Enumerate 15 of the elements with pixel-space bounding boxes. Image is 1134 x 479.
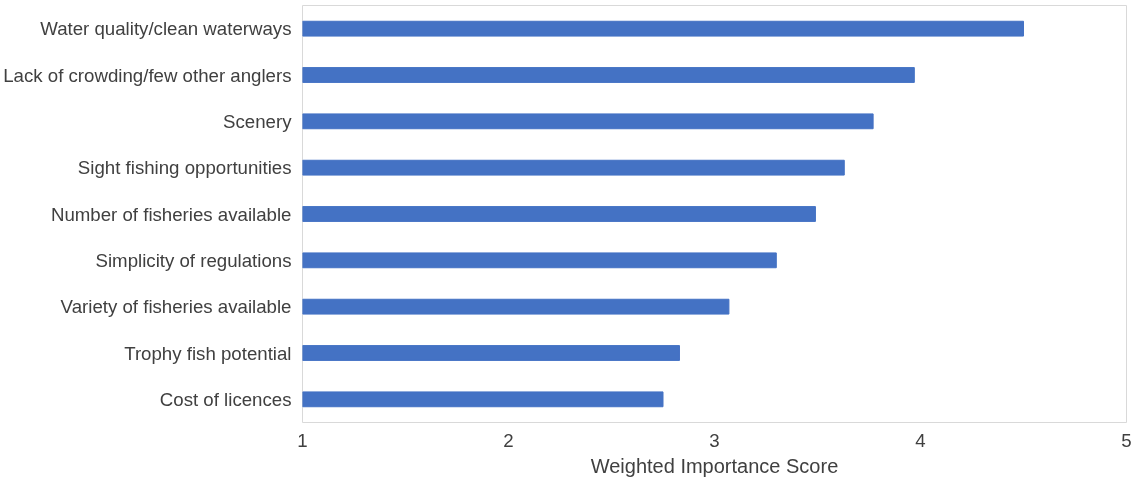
x-tick-label: 3 [709, 429, 720, 451]
x-tick-label: 5 [1121, 429, 1132, 451]
y-tick-label: Lack of crowding/few other anglers [3, 64, 292, 86]
y-tick-label: Scenery [223, 110, 293, 132]
y-tick-label: Cost of licences [159, 388, 292, 410]
y-tick-label: Number of fisheries available [50, 203, 292, 225]
y-tick-label: Sight fishing opportunities [77, 157, 292, 179]
y-tick-label: Simplicity of regulations [95, 249, 292, 271]
x-tick-label: 1 [297, 429, 308, 451]
x-tick-label: 4 [915, 429, 926, 451]
x-tick-label: 2 [503, 429, 514, 451]
x-axis-title: Weighted Importance Score [590, 454, 839, 477]
y-tick-label: Trophy fish potential [124, 342, 292, 364]
y-tick-label: Water quality/clean waterways [40, 18, 292, 40]
y-tick-label: Variety of fisheries available [60, 296, 292, 318]
